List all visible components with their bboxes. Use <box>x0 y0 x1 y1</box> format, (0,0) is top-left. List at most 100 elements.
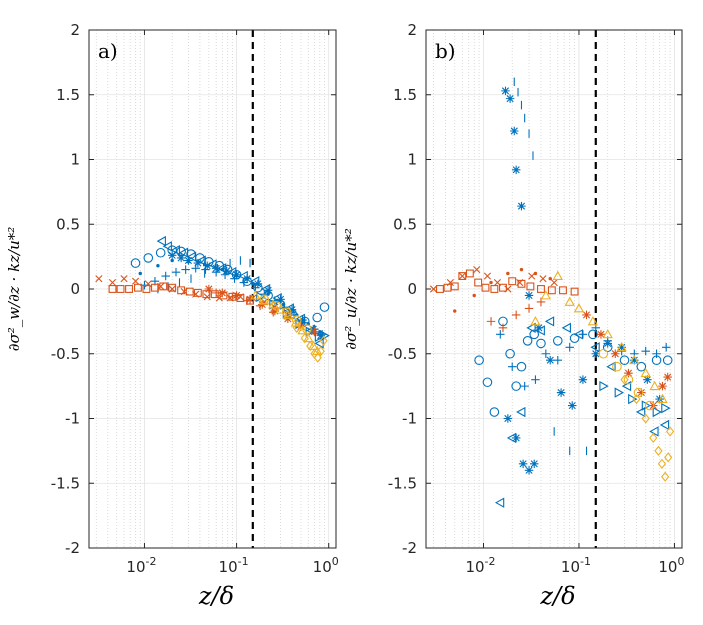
data-point <box>619 355 630 366</box>
data-point <box>596 330 606 339</box>
data-point <box>319 335 328 346</box>
data-point <box>234 274 239 278</box>
data-point <box>519 267 524 272</box>
data-point <box>155 247 166 258</box>
data-point <box>553 355 563 365</box>
panel-b-label: b) <box>435 39 456 63</box>
data-point <box>161 271 170 281</box>
data-point <box>661 402 671 414</box>
data-point <box>598 348 609 359</box>
data-point <box>242 274 252 283</box>
series-blue-triangle-right <box>599 380 671 418</box>
data-point <box>116 285 125 293</box>
data-point <box>222 266 231 276</box>
data-point <box>511 165 521 175</box>
x-tick-label: 100 <box>313 555 339 576</box>
data-point <box>548 276 552 281</box>
data-point <box>664 452 673 463</box>
data-point <box>186 260 191 264</box>
data-point <box>517 279 526 288</box>
data-point <box>522 335 533 346</box>
data-point <box>465 269 474 278</box>
data-point <box>644 400 655 411</box>
data-point <box>202 262 207 267</box>
y-tick-label: -2 <box>402 539 417 557</box>
data-point <box>309 324 318 334</box>
y-tick-label: -0.5 <box>388 345 417 363</box>
data-point <box>170 258 174 263</box>
data-point <box>520 381 529 391</box>
data-point <box>266 292 270 296</box>
series-yellow-triangle-up <box>250 290 323 356</box>
data-point <box>508 277 517 286</box>
data-point <box>529 459 539 469</box>
data-point <box>291 315 302 325</box>
data-point <box>310 327 319 336</box>
data-point <box>458 272 467 280</box>
data-point <box>635 406 646 418</box>
panel-a-ylabel: ∂σ²_w/∂z · kz/u*² <box>5 227 23 352</box>
data-point <box>308 340 319 350</box>
data-point <box>193 288 202 297</box>
data-point <box>281 302 285 307</box>
data-point <box>108 285 117 293</box>
panel-b-xlabel: z/δ <box>539 582 575 610</box>
data-point <box>657 458 667 469</box>
data-point <box>564 296 575 306</box>
data-point <box>565 343 574 352</box>
data-point <box>545 355 555 365</box>
data-point <box>271 301 282 311</box>
data-point <box>181 265 190 274</box>
y-tick-label: -1.5 <box>388 474 417 492</box>
data-point <box>314 338 324 349</box>
data-point <box>218 288 227 298</box>
y-tick-label: -1 <box>65 410 80 428</box>
data-point <box>559 286 567 295</box>
data-point <box>501 86 510 96</box>
data-point <box>614 387 624 398</box>
series-yellow-circle <box>259 294 312 334</box>
data-point <box>151 283 159 292</box>
data-point <box>661 471 670 482</box>
data-point <box>473 265 481 274</box>
data-point <box>630 355 639 365</box>
data-point <box>186 251 197 262</box>
y-tick-label: -1 <box>402 410 417 428</box>
data-point <box>570 287 579 296</box>
data-point <box>259 294 270 305</box>
panel-b-ylabel: ∂σ²_u/∂z · kz/u*² <box>342 228 360 349</box>
data-point <box>659 419 670 431</box>
data-point <box>494 497 505 508</box>
panel-b: -2 -1.5 -1 -0.5 0 0.5 1 1.5 2 10-2 10-1 100 b) ∂σ²_… <box>342 21 684 610</box>
data-point <box>582 310 591 320</box>
data-point <box>125 285 133 293</box>
y-tick-label: -1.5 <box>51 474 80 492</box>
series-blue-plus <box>496 323 671 391</box>
panel-a-ticks: -2 -1.5 -1 -0.5 0 0.5 1 1.5 2 10-2 10-1 100 <box>51 21 339 576</box>
data-point <box>529 329 540 340</box>
data-point <box>641 413 650 424</box>
data-point <box>498 323 508 333</box>
data-point <box>210 290 219 299</box>
data-point <box>632 393 641 405</box>
series-orange-dot <box>453 267 552 313</box>
x-tick-exponent: -1 <box>580 555 591 568</box>
data-point <box>176 253 186 263</box>
series-blue-dot <box>138 258 322 334</box>
data-point <box>490 285 499 293</box>
data-point <box>263 286 273 295</box>
data-point <box>511 433 521 443</box>
data-point <box>318 330 322 334</box>
data-point <box>168 283 177 292</box>
data-point <box>636 361 647 372</box>
data-point <box>505 94 515 103</box>
data-point <box>590 342 600 353</box>
y-tick-label: 1 <box>407 151 417 169</box>
data-point <box>530 315 541 326</box>
x-tick-exponent: -1 <box>238 555 249 568</box>
data-point <box>599 380 609 392</box>
series-orange-square <box>436 269 579 296</box>
data-point <box>143 253 154 263</box>
data-point <box>211 264 221 273</box>
